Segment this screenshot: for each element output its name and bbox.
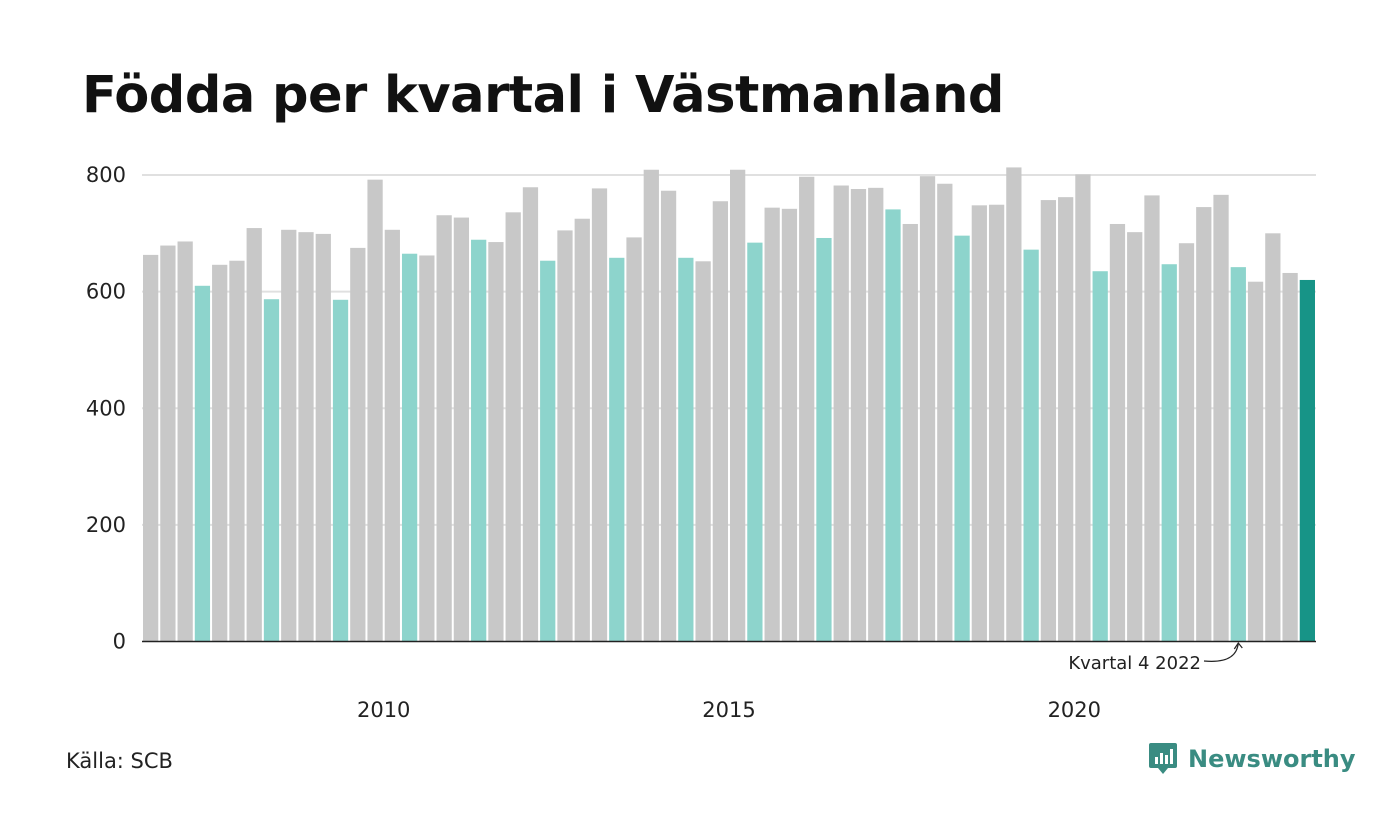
bar	[971, 205, 987, 642]
bar	[609, 257, 625, 642]
bar	[850, 189, 867, 642]
bar	[799, 176, 815, 642]
bar	[281, 229, 297, 642]
bar	[919, 176, 936, 642]
bar	[246, 228, 262, 642]
bar	[1127, 232, 1143, 642]
bar	[212, 264, 228, 642]
newsworthy-logo-icon	[1149, 743, 1177, 774]
bar	[1196, 207, 1212, 642]
y-tick-label: 0	[113, 630, 126, 654]
bar	[367, 179, 383, 642]
bar	[143, 254, 159, 642]
x-tick-label: 2020	[1048, 698, 1101, 722]
bar	[177, 241, 193, 642]
bar	[160, 245, 176, 642]
bar	[1213, 194, 1229, 642]
brand-name: Newsworthy	[1188, 745, 1356, 773]
bar	[660, 190, 677, 642]
bar	[1058, 197, 1074, 642]
bar	[1265, 233, 1281, 642]
bar	[1178, 243, 1195, 642]
bar	[764, 207, 780, 642]
bar	[1247, 281, 1264, 642]
bar	[1109, 223, 1126, 642]
bar	[436, 215, 452, 642]
bar	[471, 239, 487, 642]
bar	[902, 223, 918, 642]
y-tick-label: 400	[86, 396, 126, 420]
bar	[229, 260, 245, 642]
bar	[747, 242, 763, 642]
bar	[194, 285, 211, 642]
bar	[643, 169, 659, 642]
bar	[1006, 167, 1022, 642]
bar	[1230, 267, 1246, 642]
y-tick-label: 800	[86, 163, 126, 187]
bars	[143, 167, 1315, 642]
bar	[868, 187, 884, 642]
annotation: Kvartal 4 2022	[1068, 641, 1243, 674]
bar	[350, 247, 366, 642]
bar	[781, 208, 798, 642]
annotation-label: Kvartal 4 2022	[1068, 653, 1201, 674]
bar	[937, 183, 953, 642]
bar	[1023, 249, 1039, 642]
bar	[315, 233, 331, 642]
bar	[1092, 271, 1108, 642]
y-tick-label: 200	[86, 513, 126, 537]
bar	[488, 242, 504, 642]
bar	[419, 255, 435, 642]
x-tick-label: 2015	[702, 698, 755, 722]
bar	[574, 218, 590, 642]
y-tick-label: 600	[86, 280, 126, 304]
bar	[885, 209, 901, 642]
bar	[1161, 264, 1177, 642]
bar	[298, 232, 314, 642]
annotation-arrow	[1203, 642, 1239, 662]
bar	[540, 260, 556, 642]
axes: 0 200 400 600 800 2010 2015 2020	[86, 163, 1316, 722]
bar	[557, 230, 573, 642]
bar	[522, 187, 539, 642]
bar	[1075, 174, 1091, 642]
bar	[1282, 272, 1298, 642]
source-note: Källa: SCB	[66, 749, 173, 773]
x-tick-label: 2010	[357, 698, 410, 722]
annotation-arrowhead	[1233, 641, 1243, 650]
bar	[591, 188, 608, 642]
bar	[263, 299, 280, 642]
bar	[695, 261, 711, 642]
bar	[401, 253, 418, 642]
bar	[712, 201, 728, 642]
bar	[730, 169, 746, 642]
bar	[954, 235, 970, 642]
bar	[988, 204, 1005, 642]
bar	[1040, 200, 1057, 642]
bar	[505, 212, 521, 642]
bar	[1144, 195, 1160, 642]
bar	[1299, 279, 1315, 642]
bar	[678, 257, 694, 642]
bar	[384, 229, 400, 642]
bar	[816, 237, 832, 642]
bar	[332, 299, 349, 642]
bar	[626, 237, 642, 642]
bar	[453, 217, 470, 642]
bar	[833, 185, 849, 642]
brand-logo: Newsworthy	[1148, 742, 1356, 776]
chart-title: Födda per kvartal i Västmanland	[82, 66, 1004, 125]
